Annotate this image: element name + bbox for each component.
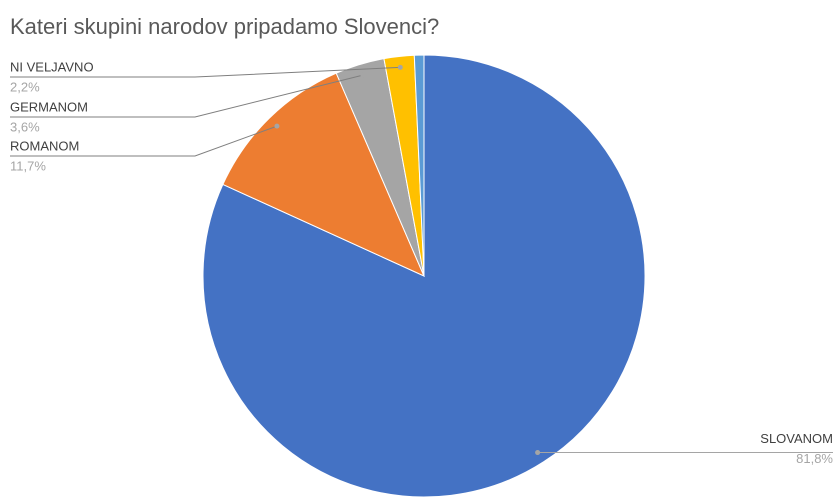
leader-line <box>10 66 401 78</box>
data-label-category: NI VELJAVNO <box>10 59 94 74</box>
data-label-category: ROMANOM <box>10 138 79 153</box>
leader-dot <box>535 450 541 456</box>
data-label-category: GERMANOM <box>10 99 88 114</box>
leader-line <box>10 125 278 157</box>
data-label-value: 81,8% <box>796 451 833 466</box>
leader-dot <box>274 123 280 129</box>
leader-line <box>10 74 364 118</box>
data-label-value: 11,7% <box>10 158 46 173</box>
data-label-value: 3,6% <box>10 119 40 134</box>
data-label-value: 2,2% <box>10 79 40 94</box>
pie-slice <box>222 72 425 277</box>
chart-title: Kateri skupini narodov pripadamo Slovenc… <box>10 14 439 39</box>
leader-dot <box>360 72 366 78</box>
leader-dot <box>397 64 403 70</box>
pie-slice <box>413 54 425 277</box>
data-label-category: SLOVANOM <box>760 431 833 446</box>
